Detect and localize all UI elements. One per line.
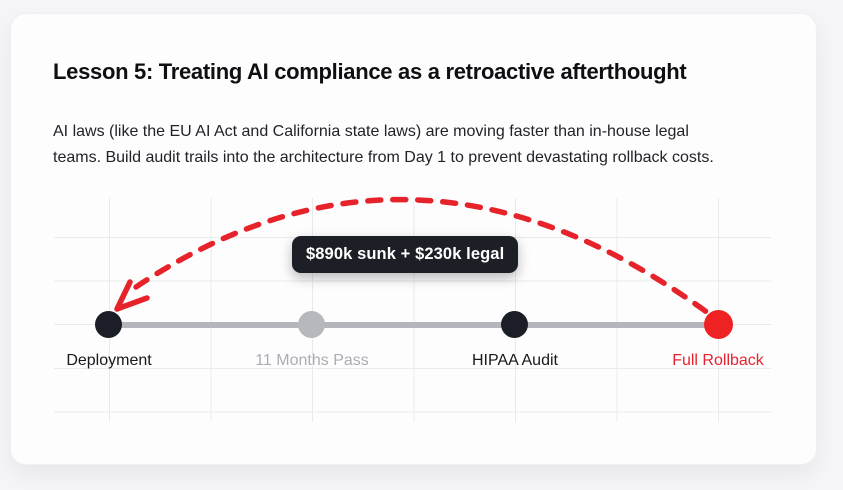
timeline-node-hipaa-audit xyxy=(501,311,528,338)
timeline-node-deployment xyxy=(95,311,122,338)
timeline-track xyxy=(109,322,718,328)
arrowhead-icon xyxy=(114,279,150,312)
timeline-label-full-rollback: Full Rollback xyxy=(672,352,764,369)
dashed-arc-path xyxy=(133,196,711,316)
timeline-node-11-months-pass xyxy=(298,311,325,338)
cost-badge: $890k sunk + $230k legal xyxy=(292,236,519,273)
lesson-card: Lesson 5: Treating AI compliance as a re… xyxy=(10,13,817,465)
grid-vertical-lines xyxy=(109,198,720,422)
timeline-label-11-months-pass: 11 Months Pass xyxy=(255,352,369,369)
timeline-node-full-rollback xyxy=(704,310,733,339)
lesson-description: AI laws (like the EU AI Act and Californ… xyxy=(53,119,798,171)
description-line-1: AI laws (like the EU AI Act and Californ… xyxy=(53,123,689,140)
rollback-arc xyxy=(114,196,711,316)
timeline-diagram: $890k sunk + $230k legal Deployment 11 M… xyxy=(11,14,816,464)
description-line-2: teams. Build audit trails into the archi… xyxy=(53,149,714,166)
timeline-label-deployment: Deployment xyxy=(66,352,152,369)
timeline-label-hipaa-audit: HIPAA Audit xyxy=(472,352,558,369)
page-title: Lesson 5: Treating AI compliance as a re… xyxy=(53,59,687,84)
